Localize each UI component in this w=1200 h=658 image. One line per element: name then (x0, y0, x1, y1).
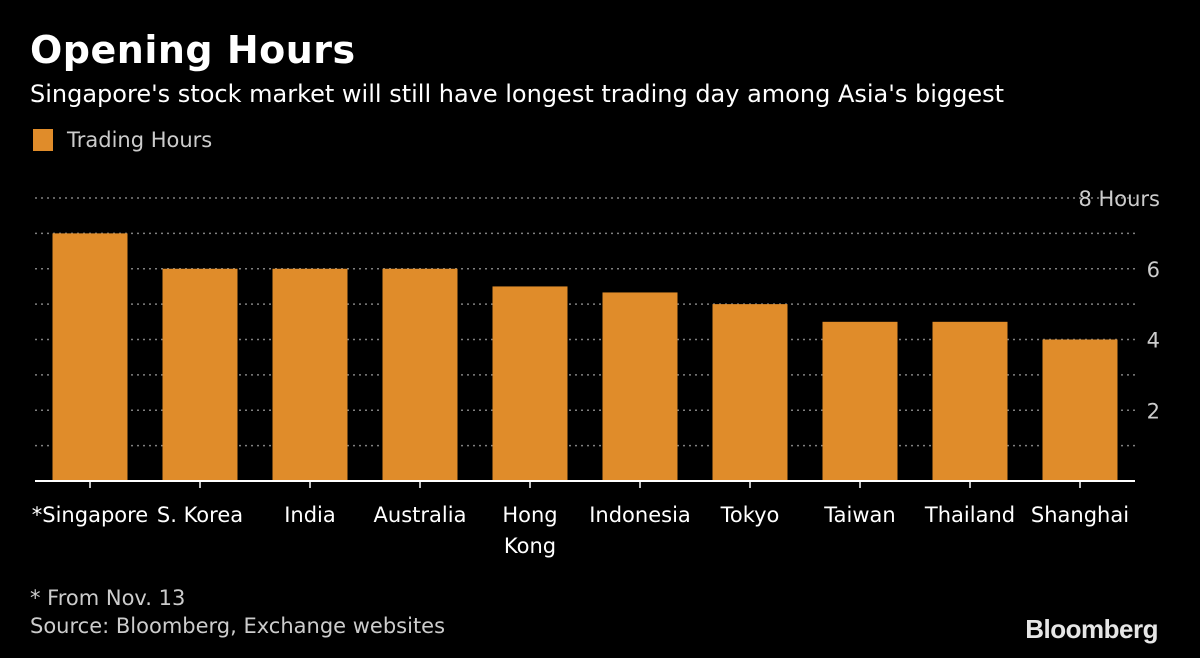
source-note: Source: Bloomberg, Exchange websites (30, 614, 446, 638)
x-tick-label: Taiwan (823, 503, 895, 527)
x-tick-label: Australia (374, 503, 467, 527)
x-tick-label: Thailand (924, 503, 1015, 527)
y-tick-label: 2 (1147, 399, 1160, 423)
x-tick-label: India (284, 503, 336, 527)
bar (52, 233, 128, 481)
legend-label: Trading Hours (67, 128, 213, 152)
x-tick-label: S. Korea (157, 503, 243, 527)
bar (712, 304, 788, 481)
bar (932, 321, 1008, 481)
y-tick-label: 8 Hours (1078, 187, 1160, 211)
x-tick-label: Hong (502, 503, 557, 527)
x-tick-label: Indonesia (589, 503, 691, 527)
x-tick-label: Shanghai (1031, 503, 1129, 527)
chart-title: Opening Hours (30, 28, 356, 72)
x-tick-label: Tokyo (720, 503, 780, 527)
bar (272, 268, 348, 481)
bar (492, 286, 568, 481)
bar (1042, 339, 1118, 481)
bar (822, 321, 898, 481)
legend-swatch (33, 129, 53, 151)
y-tick-label: 4 (1147, 329, 1160, 353)
y-tick-label: 6 (1147, 258, 1160, 282)
chart-subtitle: Singapore's stock market will still have… (30, 80, 1005, 108)
bar (382, 268, 458, 481)
x-tick-label: Kong (504, 534, 556, 558)
legend: Trading Hours (33, 128, 212, 152)
footnote: * From Nov. 13 (30, 586, 186, 610)
bar (162, 268, 238, 481)
x-tick-label: *Singapore (32, 503, 148, 527)
bar (602, 292, 678, 481)
bloomberg-logo: Bloomberg (1025, 614, 1158, 644)
